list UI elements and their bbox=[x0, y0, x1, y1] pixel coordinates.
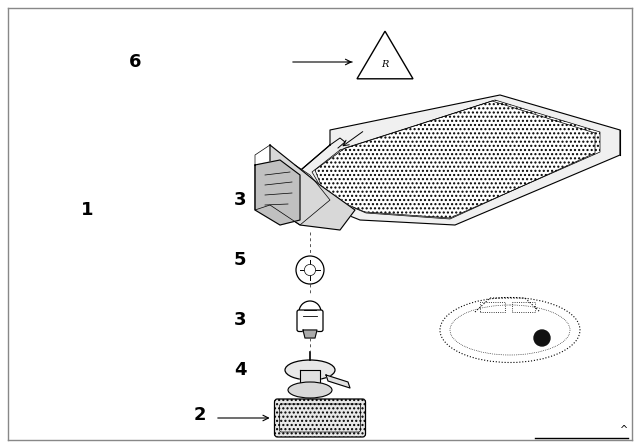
Text: 6: 6 bbox=[129, 53, 141, 71]
Text: 5: 5 bbox=[234, 251, 246, 269]
FancyBboxPatch shape bbox=[275, 399, 365, 437]
Polygon shape bbox=[315, 100, 600, 218]
Text: 2: 2 bbox=[194, 406, 206, 424]
Polygon shape bbox=[357, 31, 413, 79]
Polygon shape bbox=[255, 160, 300, 225]
Ellipse shape bbox=[288, 382, 332, 398]
Circle shape bbox=[534, 330, 550, 346]
Polygon shape bbox=[300, 370, 320, 390]
Ellipse shape bbox=[285, 360, 335, 380]
Circle shape bbox=[305, 264, 316, 276]
Text: ^: ^ bbox=[620, 425, 628, 435]
Polygon shape bbox=[303, 330, 317, 338]
Circle shape bbox=[299, 301, 321, 323]
Text: 1: 1 bbox=[81, 201, 93, 219]
Text: 4: 4 bbox=[234, 361, 246, 379]
FancyBboxPatch shape bbox=[297, 310, 323, 332]
Circle shape bbox=[296, 256, 324, 284]
Text: 3: 3 bbox=[234, 311, 246, 329]
Text: 3: 3 bbox=[234, 191, 246, 209]
Polygon shape bbox=[295, 95, 620, 225]
Polygon shape bbox=[270, 145, 355, 230]
Ellipse shape bbox=[440, 297, 580, 362]
Polygon shape bbox=[326, 375, 350, 388]
Text: R: R bbox=[381, 60, 388, 69]
